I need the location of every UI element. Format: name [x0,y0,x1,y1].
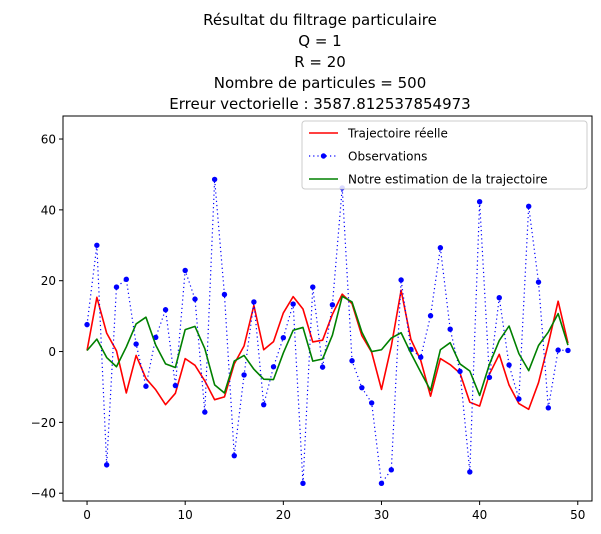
legend: Trajectoire réelle Observations Notre esti… [301,120,588,190]
y-tick-label: 0 [48,345,56,359]
legend-box [301,120,588,190]
legend-marker [320,153,327,159]
title-line-4: Nombre de particules = 500 [214,74,427,92]
observation-point [113,284,120,290]
title-line-3: R = 20 [294,53,346,71]
series-line-2 [86,178,568,484]
observation-point [241,372,247,378]
x-tick-label: 20 [276,508,291,522]
observation-point [467,469,473,475]
observation-point [329,302,336,308]
observation-point [251,299,257,305]
title-line-2: Q = 1 [298,32,341,50]
observation-point [211,176,218,183]
legend-label-1: Trajectoire réelle [347,127,448,141]
observation-point [202,409,208,415]
observation-point [231,452,237,459]
observation-point [368,400,375,406]
y-tick-label: 60 [41,133,56,147]
observation-point [506,362,512,368]
plot-area: 0 10 20 30 40 50 −40 −20 0 20 40 60 [31,115,593,522]
series-layer [84,176,571,486]
observation-point [182,267,188,274]
observation-point [290,301,296,307]
observation-point [172,382,179,389]
title-line-5: Erreur vectorielle : 3587.812537854973 [169,95,470,113]
y-axis: −40 −20 0 20 40 60 [31,133,63,501]
x-axis: 0 10 20 30 40 50 [83,501,585,522]
observation-point [545,405,552,411]
observation-point [192,296,198,302]
observation-point [447,326,453,332]
x-tick-label: 0 [83,508,91,522]
observation-point [476,199,483,205]
observation-point [378,480,385,486]
y-tick-label: −40 [31,487,56,501]
observation-point [103,462,110,468]
observation-point [349,358,355,364]
x-tick-label: 40 [472,508,487,522]
observation-point [565,347,571,354]
series-line-3 [86,295,569,397]
observation-point [457,368,463,375]
y-tick-label: −20 [31,416,56,430]
axes-frame [62,115,593,502]
chart-title: Résultat du filtrage particulaire Q = 1 … [169,11,470,113]
observation-point [486,374,493,381]
observation-point [94,242,100,248]
observation-point [153,334,159,341]
title-line-1: Résultat du filtrage particulaire [203,11,437,29]
legend-label-2: Observations [348,150,427,164]
observation-point [398,277,404,283]
x-tick-label: 10 [178,508,193,522]
observation-point [359,384,365,391]
observation-point [162,307,169,313]
observation-point [84,321,90,328]
observation-point [555,347,561,353]
observation-point [437,245,444,251]
y-tick-label: 20 [41,274,56,288]
observation-point [300,480,306,486]
observation-point [535,279,542,285]
observation-point [270,364,277,370]
observation-point [319,364,326,370]
observation-point [388,467,394,473]
observation-point [221,291,228,298]
legend-label-3: Notre estimation de la trajectoire [348,173,547,187]
observation-point [133,341,139,347]
x-tick-label: 50 [570,508,585,522]
observation-point [418,354,424,360]
observation-point [280,335,287,341]
y-tick-label: 40 [41,203,56,217]
observation-point [261,401,267,408]
observation-point [525,203,532,210]
observation-point [427,313,434,319]
observation-point [496,294,502,301]
observation-point [123,276,130,282]
observation-point [143,383,149,389]
observation-point [310,284,316,290]
x-tick-label: 30 [374,508,389,522]
observation-point [516,396,522,402]
